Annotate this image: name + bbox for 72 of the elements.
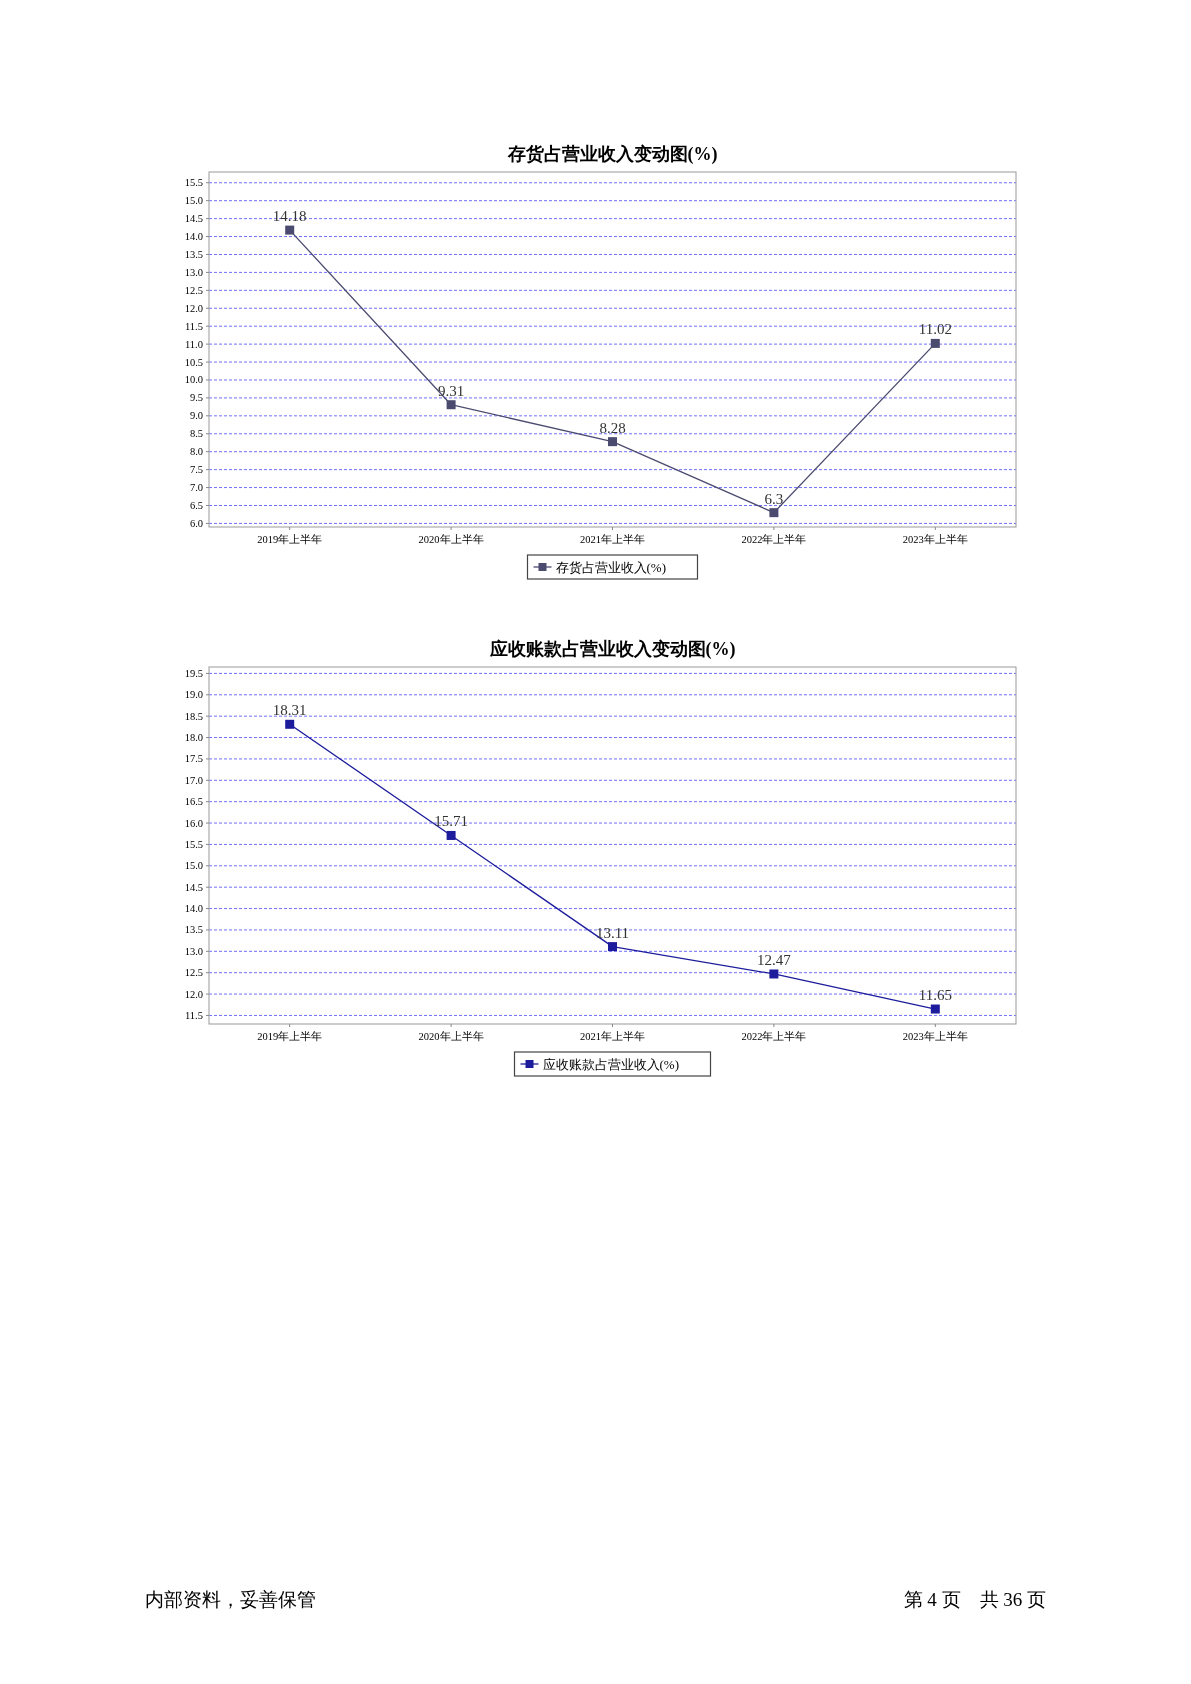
x-tick-label: 2020年上半年 [418,533,484,545]
data-label: 13.11 [595,924,630,941]
x-tick-label: 2019年上半年 [257,533,323,545]
y-tick-label: 14.0 [184,903,203,915]
x-tick-label: 2021年上半年 [580,1030,645,1042]
point [769,969,779,979]
y-tick-label: 18.5 [184,710,203,722]
point [446,830,456,840]
x-tick-label: 2023年上半年 [902,1030,968,1042]
point [930,338,940,348]
point [930,1004,940,1014]
y-tick-label: 14.0 [184,231,203,243]
y-tick-label: 18.0 [184,732,203,744]
chart-title: 应收账款占营业收入变动图(%) [488,639,736,660]
point [285,719,295,729]
x-tick-label: 2022年上半年 [741,533,807,545]
text: 第 4 页 共 36 页 [903,1589,1046,1610]
y-tick-label: 19.5 [184,667,203,679]
point [608,437,617,447]
data-label: 11.02 [918,321,952,338]
y-tick-label: 13.0 [184,266,203,278]
data-label: 11.65 [918,987,952,1004]
y-tick-label: 16.0 [184,817,203,829]
y-tick-label: 15.5 [184,838,203,850]
y-tick-label: 13.5 [184,248,203,260]
y-tick-label: 15.5 [184,177,203,189]
data-label: 12.47 [757,951,792,968]
chart-title: 存货占营业收入变动图(%) [506,144,718,165]
y-tick-label: 8.5 [189,428,203,440]
y-tick-label: 14.5 [184,881,203,893]
y-tick-label: 17.0 [184,774,203,786]
y-tick-label: 16.5 [184,796,203,808]
y-tick-label: 13.5 [184,924,203,936]
data-label: 15.71 [434,813,468,830]
data-label: 9.31 [437,382,465,399]
y-tick-label: 15.0 [184,860,203,872]
y-tick-label: 7.0 [189,482,203,494]
y-tick-label: 11.0 [185,338,203,350]
y-tick-label: 12.5 [184,967,203,979]
y-tick-label: 12.5 [184,284,203,296]
y-tick-label: 17.5 [184,753,203,765]
data-label: 6.3 [764,490,784,507]
legend-label: 存货占营业收入(%) [555,560,666,575]
y-tick-label: 6.5 [189,499,203,511]
point [769,508,779,518]
y-tick-label: 6.0 [189,517,203,529]
point [608,942,617,952]
point [446,400,456,410]
y-tick-label: 10.5 [184,356,203,368]
x-tick-label: 2023年上半年 [902,533,968,545]
y-tick-label: 7.5 [189,464,203,476]
y-tick-label: 9.0 [189,410,203,422]
x-tick-label: 2022年上半年 [741,1030,807,1042]
y-tick-label: 14.5 [184,213,203,225]
y-tick-label: 10.0 [184,374,203,386]
y-tick-label: 13.0 [184,945,203,957]
y-tick-label: 9.5 [189,392,203,404]
x-tick-label: 2019年上半年 [257,1030,323,1042]
data-label: 8.28 [599,419,626,436]
x-tick-label: 2021年上半年 [580,533,645,545]
y-tick-label: 11.5 [185,1009,203,1021]
point [285,225,295,235]
x-tick-label: 2020年上半年 [418,1030,484,1042]
y-tick-label: 19.0 [184,689,203,701]
legend-label: 应收账款占营业收入(%) [542,1057,679,1072]
y-tick-label: 12.0 [184,302,203,314]
y-tick-label: 12.0 [184,988,203,1000]
y-tick-label: 8.0 [189,446,203,458]
data-label: 18.31 [272,702,307,719]
y-tick-label: 11.5 [185,320,203,332]
text: 内部资料，妥善保管 [145,1589,316,1610]
y-tick-label: 15.0 [184,195,203,207]
